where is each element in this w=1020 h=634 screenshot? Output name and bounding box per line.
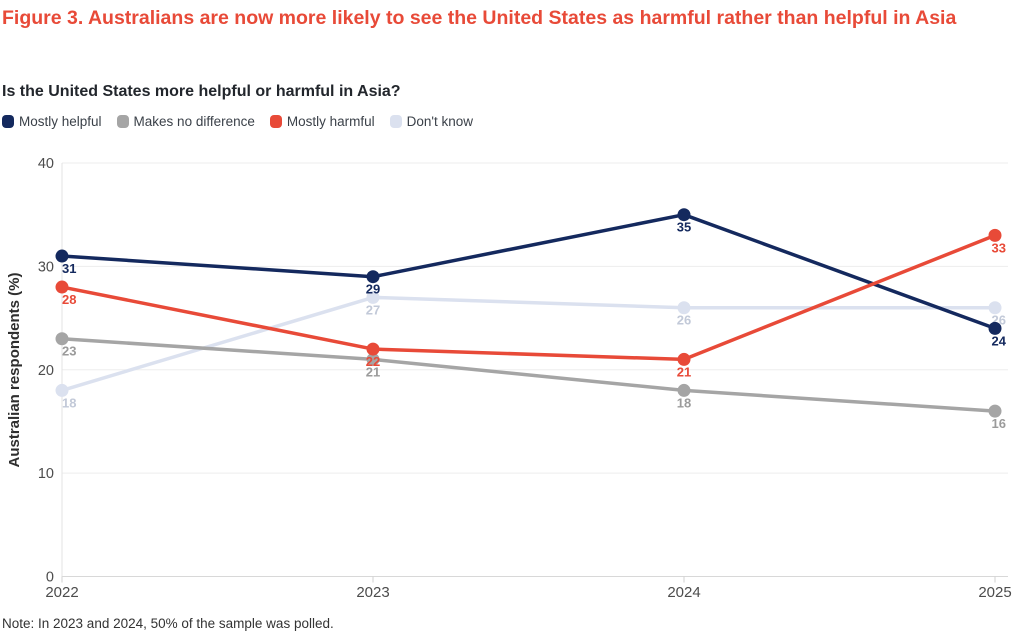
legend-swatch-icon [2, 115, 14, 128]
data-point-mostly-helpful [677, 208, 691, 222]
x-tick-label: 2024 [667, 584, 700, 601]
series-line-don-t-know [60, 295, 997, 393]
data-label-don-t-know: 18 [62, 395, 76, 410]
data-label-mostly-helpful: 24 [992, 333, 1007, 348]
data-label-mostly-helpful: 31 [62, 261, 76, 276]
legend-item-mostly-helpful: Mostly helpful [2, 114, 102, 129]
legend-swatch-icon [389, 115, 402, 128]
series-line-mostly-harmful [60, 233, 997, 362]
data-label-mostly-harmful: 22 [366, 354, 380, 369]
data-point-mostly-harmful [677, 352, 691, 366]
data-point-don-t-know [677, 301, 691, 315]
y-tick-label: 20 [38, 363, 54, 379]
data-point-makes-no-difference [55, 332, 69, 346]
data-label-makes-no-difference: 23 [62, 344, 76, 359]
data-point-makes-no-difference [988, 404, 1002, 418]
data-point-makes-no-difference [677, 383, 691, 397]
legend-label: Makes no difference [133, 114, 255, 129]
data-point-mostly-helpful [55, 249, 69, 263]
data-label-mostly-harmful: 28 [62, 292, 76, 307]
x-tick-label: 2022 [45, 584, 78, 601]
data-point-mostly-harmful [988, 228, 1002, 242]
legend-item-mostly-harmful: Mostly harmful [269, 114, 375, 129]
series-line-mostly-helpful [60, 212, 997, 331]
series-line-makes-no-difference [60, 336, 997, 413]
y-tick-label: 10 [38, 466, 54, 482]
data-point-don-t-know [55, 383, 69, 397]
y-tick-label: 0 [46, 570, 54, 586]
y-tick-label: 30 [38, 259, 54, 275]
data-label-don-t-know: 26 [677, 313, 691, 328]
legend-label: Mostly harmful [286, 114, 375, 129]
data-point-mostly-helpful [366, 270, 380, 284]
legend-swatch-icon [269, 115, 282, 128]
chart-legend: Mostly helpful Makes no difference Mostly … [2, 114, 473, 129]
legend-label: Don't know [406, 114, 474, 129]
data-label-mostly-harmful: 33 [992, 240, 1006, 255]
data-label-mostly-helpful: 35 [677, 220, 691, 235]
y-tick-label: 40 [38, 156, 54, 172]
data-point-mostly-helpful [988, 321, 1002, 335]
data-label-makes-no-difference: 18 [677, 395, 691, 410]
data-point-don-t-know [988, 301, 1002, 315]
data-label-makes-no-difference: 16 [992, 416, 1006, 431]
legend-item-don-t-know: Don't know [389, 114, 474, 129]
data-point-makes-no-difference [366, 352, 380, 366]
data-label-mostly-helpful: 29 [366, 282, 380, 297]
figure-title: Figure 3. Australians are now more likel… [2, 7, 957, 29]
legend-swatch-icon [116, 115, 129, 128]
data-point-don-t-know [366, 290, 380, 304]
data-label-makes-no-difference: 21 [366, 364, 380, 379]
x-tick-label: 2023 [356, 584, 389, 601]
data-label-don-t-know: 27 [366, 302, 380, 317]
x-tick-label: 2025 [978, 584, 1011, 601]
data-label-mostly-harmful: 21 [677, 364, 691, 379]
legend-label: Mostly helpful [19, 114, 102, 129]
y-axis-label: Australian respondents (%) [6, 272, 23, 467]
data-point-mostly-harmful [55, 280, 69, 294]
legend-item-makes-no-difference: Makes no difference [116, 114, 255, 129]
footnote: Note: In 2023 and 2024, 50% of the sampl… [2, 616, 334, 631]
chart-question-subtitle: Is the United States more helpful or har… [2, 83, 401, 100]
data-point-mostly-harmful [366, 342, 380, 356]
line-chart: 0 10 20 30 40 2022 2023 2024 2025 Australian resp… [6, 156, 1012, 601]
